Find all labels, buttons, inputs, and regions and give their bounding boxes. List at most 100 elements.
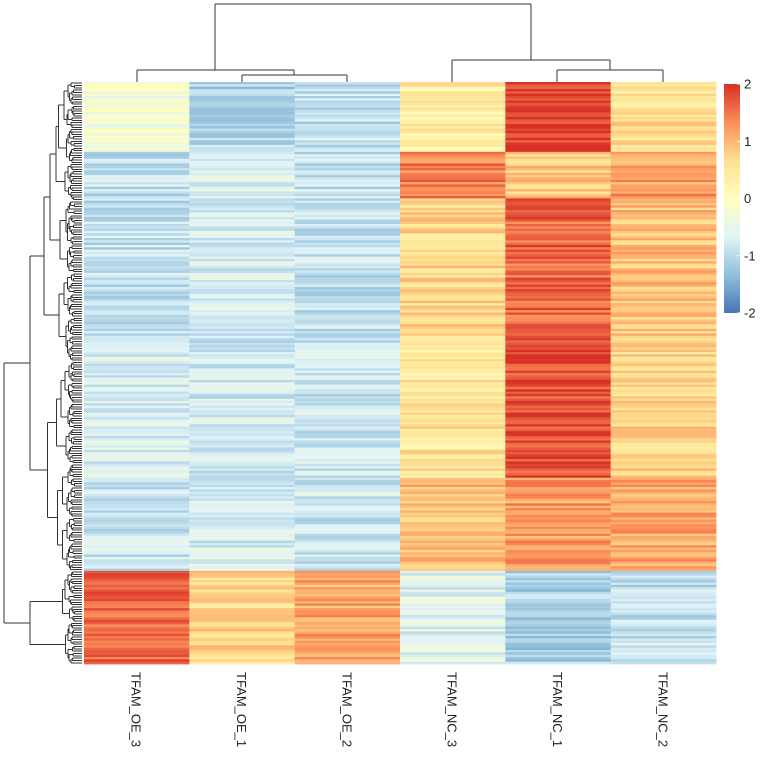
heatmap-cell bbox=[400, 524, 506, 528]
heatmap-cell bbox=[610, 624, 717, 628]
heatmap-cell bbox=[505, 654, 612, 658]
heatmap-cell bbox=[505, 352, 612, 355]
heatmap-cell bbox=[294, 244, 401, 248]
heatmap-cell bbox=[505, 363, 612, 367]
heatmap-cell bbox=[610, 375, 717, 379]
heatmap-cell bbox=[294, 193, 401, 197]
heatmap-cell bbox=[84, 531, 190, 535]
heatmap-cell bbox=[189, 235, 296, 239]
heatmap-cell bbox=[610, 291, 717, 295]
heatmap-cell bbox=[505, 433, 612, 437]
heatmap-cell bbox=[505, 149, 612, 153]
heatmap-cell bbox=[505, 563, 612, 567]
heatmap-cell bbox=[610, 521, 717, 525]
heatmap-cell bbox=[294, 256, 401, 260]
heatmap-cell bbox=[505, 554, 612, 558]
heatmap-cell bbox=[505, 242, 612, 246]
heatmap-cell bbox=[610, 263, 717, 267]
heatmap-cell bbox=[400, 279, 506, 283]
heatmap-cell bbox=[294, 657, 401, 660]
heatmap-cell bbox=[189, 347, 296, 351]
heatmap-cell bbox=[189, 475, 296, 479]
heatmap-cell bbox=[84, 263, 190, 267]
heatmap-cell bbox=[189, 542, 296, 546]
heatmap-cell bbox=[189, 654, 296, 658]
heatmap-cell bbox=[400, 140, 506, 143]
heatmap-cell bbox=[189, 568, 296, 572]
heatmap-cell bbox=[84, 454, 190, 458]
heatmap-cell bbox=[84, 102, 190, 106]
heatmap-cell bbox=[189, 184, 296, 188]
heatmap-cell bbox=[505, 494, 612, 497]
heatmap-cell bbox=[610, 643, 717, 646]
heatmap-cell bbox=[610, 496, 717, 500]
heatmap-cell bbox=[84, 254, 190, 257]
heatmap-cell bbox=[505, 319, 612, 323]
heatmap-cell bbox=[294, 156, 401, 160]
heatmap-cell bbox=[84, 575, 190, 579]
heatmap-cell bbox=[400, 657, 506, 660]
heatmap-cell bbox=[84, 577, 190, 581]
heatmap-cell bbox=[400, 307, 506, 311]
heatmap-cell bbox=[84, 426, 190, 430]
heatmap-cell bbox=[84, 331, 190, 334]
heatmap-cell bbox=[294, 177, 401, 181]
heatmap-cell bbox=[505, 393, 612, 397]
heatmap-cell bbox=[84, 494, 190, 497]
heatmap-cell bbox=[400, 149, 506, 153]
heatmap-cell bbox=[189, 291, 296, 295]
heatmap-cell bbox=[189, 230, 296, 234]
heatmap-cell bbox=[400, 382, 506, 386]
heatmap-cell bbox=[294, 212, 401, 216]
heatmap-cell bbox=[84, 354, 190, 358]
heatmap-cell bbox=[84, 368, 190, 372]
heatmap-cell bbox=[505, 263, 612, 267]
heatmap-cell bbox=[505, 175, 612, 178]
heatmap-cell bbox=[400, 249, 506, 253]
heatmap-cell bbox=[400, 494, 506, 497]
heatmap-cell bbox=[400, 591, 506, 595]
heatmap-cell bbox=[610, 524, 717, 528]
heatmap-cell bbox=[610, 617, 717, 621]
heatmap-cell bbox=[505, 445, 612, 448]
heatmap-cell bbox=[294, 342, 401, 346]
heatmap-cell bbox=[84, 414, 190, 418]
heatmap-cell bbox=[189, 482, 296, 486]
heatmap-cell bbox=[189, 163, 296, 167]
heatmap-cell bbox=[610, 424, 717, 427]
heatmap-cell bbox=[610, 207, 717, 211]
heatmap-cell bbox=[400, 508, 506, 511]
heatmap-cell bbox=[610, 482, 717, 486]
heatmap-cell bbox=[505, 142, 612, 146]
heatmap-cell bbox=[84, 608, 190, 611]
heatmap-cell bbox=[400, 291, 506, 295]
heatmap-cell bbox=[400, 296, 506, 299]
heatmap-cell bbox=[505, 480, 612, 483]
heatmap-cell bbox=[505, 496, 612, 500]
heatmap-cell bbox=[84, 149, 190, 153]
heatmap-cell bbox=[189, 324, 296, 327]
heatmap-cell bbox=[610, 412, 717, 416]
heatmap-cell bbox=[294, 361, 401, 365]
heatmap-cell bbox=[189, 182, 296, 185]
heatmap-cell bbox=[84, 151, 190, 155]
heatmap-cell bbox=[189, 349, 296, 353]
heatmap-cell bbox=[505, 652, 612, 656]
heatmap-cell bbox=[610, 559, 717, 562]
heatmap-cell bbox=[610, 168, 717, 171]
heatmap-cell bbox=[610, 456, 717, 460]
heatmap-cell bbox=[400, 217, 506, 220]
heatmap-cell bbox=[610, 577, 717, 581]
heatmap-cell bbox=[400, 491, 506, 495]
heatmap-cell bbox=[294, 345, 401, 348]
heatmap-cell bbox=[84, 312, 190, 316]
heatmap-cell bbox=[189, 533, 296, 537]
heatmap-cell bbox=[400, 566, 506, 569]
heatmap-cell bbox=[505, 379, 612, 383]
heatmap-cell bbox=[294, 359, 401, 362]
heatmap-cell bbox=[400, 317, 506, 320]
heatmap-cell bbox=[84, 517, 190, 521]
heatmap-cell bbox=[400, 93, 506, 97]
heatmap-cell bbox=[400, 554, 506, 558]
